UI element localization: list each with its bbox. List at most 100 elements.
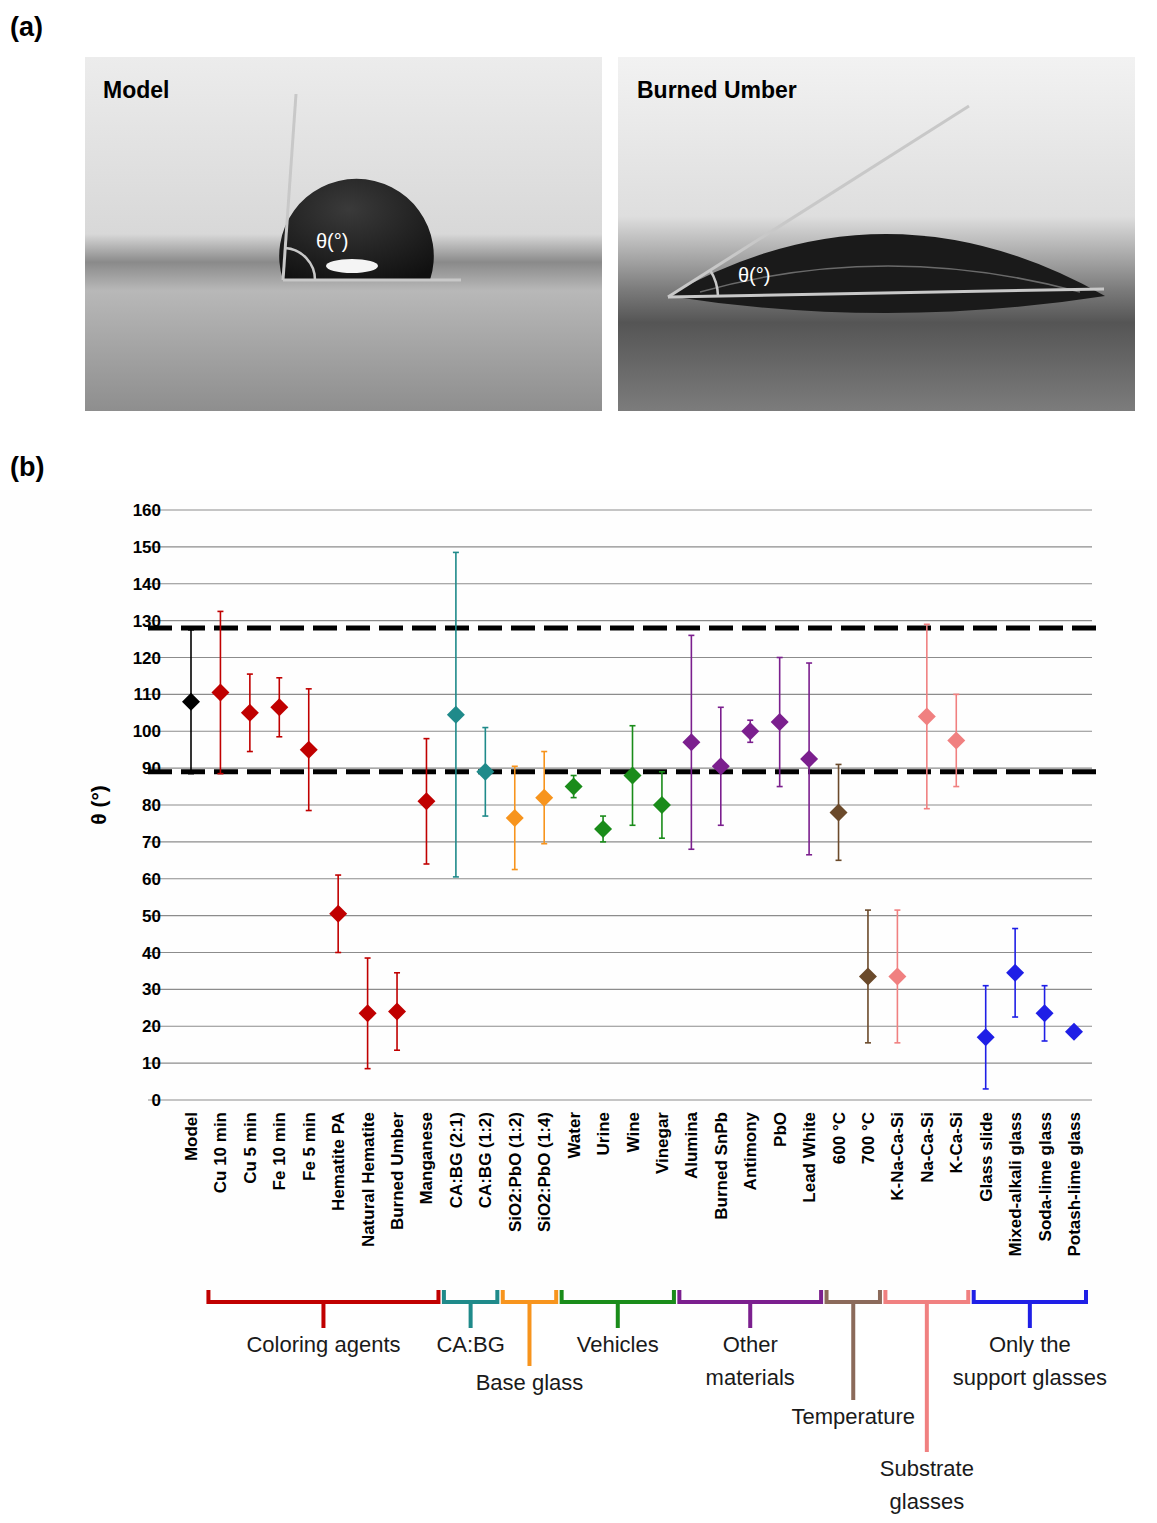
marker bbox=[182, 693, 200, 711]
group-bracket bbox=[974, 1290, 1086, 1328]
x-tick-label: Vinegar bbox=[653, 1112, 672, 1174]
error-bar-cap bbox=[394, 1049, 400, 1051]
marker bbox=[270, 698, 288, 716]
error-bar-cap bbox=[600, 815, 606, 817]
error-bar-cap bbox=[482, 815, 488, 817]
x-tick-label: Natural Hematite bbox=[359, 1112, 378, 1247]
angle-label: θ(°) bbox=[738, 264, 770, 286]
y-tick-label: 30 bbox=[142, 980, 161, 999]
grid: 0102030405060708090100110120130140150160 bbox=[133, 501, 1092, 1110]
x-tick-label: PbO bbox=[771, 1112, 790, 1147]
image-background bbox=[618, 57, 1135, 411]
x-tick-label: Cu 5 min bbox=[241, 1112, 260, 1184]
marker bbox=[830, 803, 848, 821]
x-tick-label: Burned Umber bbox=[388, 1112, 407, 1230]
group-label: Temperature bbox=[791, 1404, 915, 1429]
group-label: Othermaterials bbox=[706, 1332, 795, 1390]
grid-line bbox=[148, 841, 1092, 842]
y-tick-label: 110 bbox=[134, 685, 161, 704]
x-tick-label: Hematite PA bbox=[329, 1112, 348, 1211]
error-bar-cap bbox=[747, 719, 753, 721]
grid-line bbox=[148, 1099, 1092, 1100]
marker bbox=[594, 820, 612, 838]
error-bar-cap bbox=[630, 725, 636, 727]
y-tick-label: 100 bbox=[133, 722, 161, 741]
error-bar-cap bbox=[306, 810, 312, 812]
figure: (a)Modelθ(°)Burned Umberθ(°)(b)010203040… bbox=[0, 0, 1157, 1523]
error-bar-cap bbox=[541, 843, 547, 845]
angle-arc bbox=[285, 248, 315, 280]
error-bar-cap bbox=[453, 876, 459, 878]
x-tick-label: Alumina bbox=[682, 1111, 701, 1179]
error-bar-cap bbox=[365, 957, 371, 959]
y-tick-label: 40 bbox=[142, 944, 161, 963]
marker bbox=[653, 796, 671, 814]
error-bar-cap bbox=[276, 677, 282, 679]
angle-arc bbox=[710, 270, 718, 296]
error-bar-cap bbox=[953, 694, 959, 696]
marker bbox=[300, 741, 318, 759]
group-bracket bbox=[827, 1290, 880, 1400]
marker bbox=[241, 704, 259, 722]
grid-line bbox=[148, 657, 1092, 658]
y-tick-label: 80 bbox=[142, 796, 161, 815]
error-bar-cap bbox=[335, 874, 341, 876]
grid-line bbox=[148, 915, 1092, 916]
y-tick-label: 120 bbox=[133, 649, 161, 668]
x-tick-label: Lead White bbox=[800, 1112, 819, 1203]
error-bar-cap bbox=[482, 727, 488, 729]
error-bar-cap bbox=[983, 1088, 989, 1090]
grid-line bbox=[148, 952, 1092, 953]
x-tick-label: Fe 5 min bbox=[300, 1112, 319, 1181]
chart-background bbox=[0, 490, 1157, 1320]
error-bar-cap bbox=[571, 797, 577, 799]
grid-line bbox=[148, 694, 1092, 695]
grid-line bbox=[148, 1026, 1092, 1027]
error-bar-cap bbox=[836, 764, 842, 766]
x-tick-label: Model bbox=[182, 1112, 201, 1161]
droplet bbox=[279, 179, 434, 280]
marks bbox=[182, 552, 1083, 1089]
marker bbox=[388, 1003, 406, 1021]
error-bar-cap bbox=[394, 972, 400, 974]
highlight bbox=[326, 259, 378, 273]
error-bar-cap bbox=[630, 824, 636, 826]
droplet bbox=[668, 234, 1105, 313]
error-bar-cap bbox=[247, 673, 253, 675]
y-axis-title: θ (°) bbox=[87, 785, 110, 825]
marker bbox=[417, 792, 435, 810]
error-bar-cap bbox=[894, 909, 900, 911]
grid-line bbox=[148, 583, 1092, 584]
error-bar-cap bbox=[983, 985, 989, 987]
error-bar-cap bbox=[1042, 1040, 1048, 1042]
error-bar-cap bbox=[365, 1068, 371, 1070]
error-bar-cap bbox=[747, 742, 753, 744]
error-bar-cap bbox=[777, 786, 783, 788]
marker bbox=[947, 731, 965, 749]
droplet-image: Burned Umberθ(°) bbox=[618, 57, 1135, 411]
x-tick-label: Water bbox=[565, 1112, 584, 1159]
marker bbox=[535, 789, 553, 807]
marker bbox=[565, 778, 583, 796]
x-tick-label: Wine bbox=[624, 1112, 643, 1152]
group-bracket bbox=[503, 1290, 556, 1366]
error-bar-cap bbox=[571, 775, 577, 777]
panel-label: (a) bbox=[10, 12, 43, 42]
error-bar-cap bbox=[865, 1042, 871, 1044]
x-tick-label: Urine bbox=[594, 1112, 613, 1155]
marker bbox=[447, 706, 465, 724]
error-bar-cap bbox=[247, 751, 253, 753]
x-tick-label: Soda-lime glass bbox=[1036, 1112, 1055, 1241]
marker bbox=[476, 763, 494, 781]
y-tick-label: 150 bbox=[133, 538, 161, 557]
y-tick-label: 10 bbox=[142, 1054, 161, 1073]
error-bar-cap bbox=[1012, 928, 1018, 930]
grid-line bbox=[148, 731, 1092, 732]
marker bbox=[211, 684, 229, 702]
x-tick-label: 600 °C bbox=[830, 1112, 849, 1164]
grid-line bbox=[148, 620, 1092, 621]
error-bar-cap bbox=[541, 751, 547, 753]
group-label-line: Other bbox=[723, 1332, 778, 1357]
group-label-line: glasses bbox=[890, 1489, 965, 1514]
error-bar-cap bbox=[924, 808, 930, 810]
